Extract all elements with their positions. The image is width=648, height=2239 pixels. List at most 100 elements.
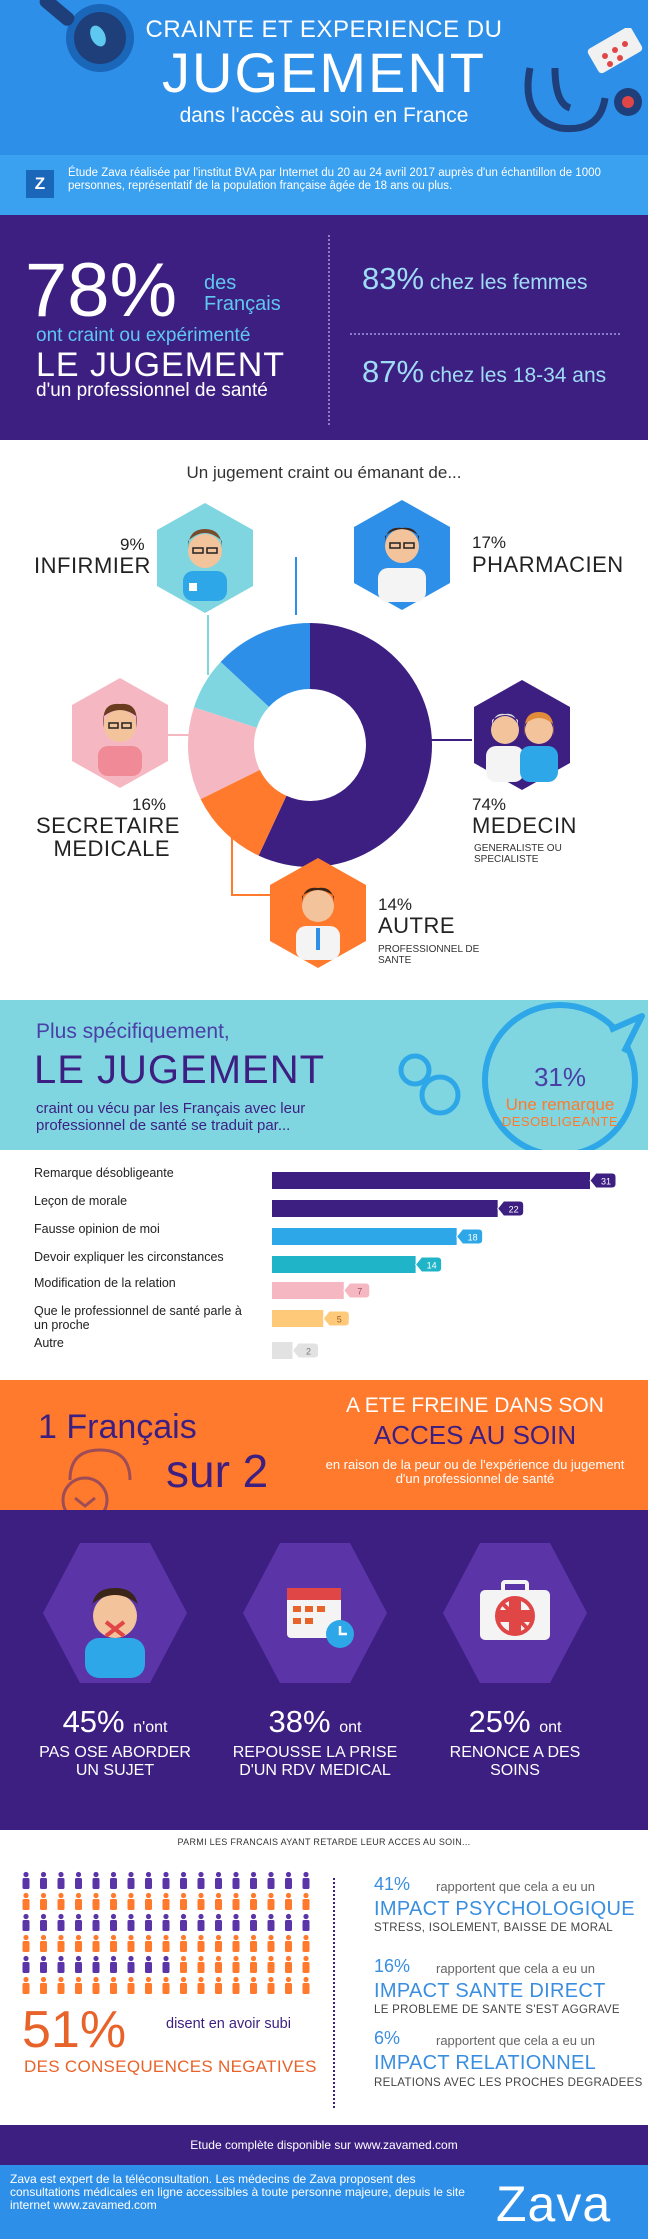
person-icon <box>197 1892 205 1910</box>
person-icon <box>285 1913 292 1931</box>
medecin-sub1: GENERALISTE OU <box>474 843 562 854</box>
person-icon <box>197 1913 205 1931</box>
vertical-divider <box>328 235 330 425</box>
person-icon <box>302 1955 310 1973</box>
bar-value-badge <box>456 1228 484 1245</box>
person-icon <box>92 1976 100 1994</box>
arrow-loop-icon <box>61 1448 132 1510</box>
person-icon <box>145 1871 152 1889</box>
person-icon <box>40 1871 47 1889</box>
person-icon <box>250 1892 257 1910</box>
hex2-l2: D'UN RDV MEDICAL <box>239 1762 391 1779</box>
person-icon <box>75 1955 82 1973</box>
medecin-pct: 74% <box>472 795 507 814</box>
bar-value-badge <box>291 1342 320 1359</box>
frein-line1: 1 Français <box>38 1408 197 1446</box>
infirmier-name: INFIRMIER <box>34 553 151 578</box>
medecin-sub2: SPECIALISTE <box>474 854 539 865</box>
header-title: JUGEMENT <box>162 41 486 104</box>
consequences-hexes: 45% n'ont PAS OSE ABORDER UN SUJET 38% o… <box>0 1510 648 1830</box>
dun-professionnel: d'un professionnel de santé <box>36 380 268 401</box>
person-icon <box>22 1892 30 1910</box>
person-icon <box>180 1913 187 1931</box>
impact1-title: IMPACT PSYCHOLOGIQUE <box>374 1898 635 1920</box>
frein-line2: sur 2 <box>166 1445 269 1497</box>
impact3-report: rapportent que cela a eu un <box>436 2033 596 2048</box>
person-icon <box>110 1955 117 1973</box>
person-icon <box>75 1934 82 1952</box>
person-icon <box>162 1913 170 1931</box>
person-icon <box>145 1976 152 1994</box>
impact3-sub: RELATIONS AVEC LES PROCHES DEGRADEES <box>374 2077 643 2089</box>
person-icon <box>145 1955 152 1973</box>
person-icon <box>127 1955 135 1973</box>
femmes-stat: 83% chez les femmes <box>362 261 587 297</box>
person-icon <box>75 1871 82 1889</box>
hex2-suffix: ont <box>339 1719 362 1736</box>
speech-bubbles-icon <box>398 1002 645 1150</box>
bar-label: Remarque désobligeante <box>34 1166 174 1180</box>
pharmacien-name: PHARMACIEN <box>472 552 624 577</box>
person-icon <box>127 1934 135 1952</box>
bubble-pct: 31% <box>533 1062 587 1092</box>
person-icon <box>180 1871 187 1889</box>
person-icon <box>40 1934 47 1952</box>
footer-etude[interactable]: Etude complète disponible sur www.zavame… <box>190 2138 458 2152</box>
person-icon <box>197 1871 205 1889</box>
person-icon <box>92 1934 100 1952</box>
person-icon <box>232 1913 240 1931</box>
pharmacien-hex <box>354 500 450 610</box>
bar-value-badge <box>343 1282 371 1299</box>
person-icon <box>57 1955 65 1973</box>
person-icon <box>285 1934 292 1952</box>
person-icon <box>110 1934 117 1952</box>
donut-slice-autre <box>200 769 287 856</box>
person-icon <box>57 1976 65 1994</box>
bar-value-label: 22 <box>509 1205 519 1215</box>
person-icon <box>145 1934 152 1952</box>
main-stat: 78% des Français ont craint ou expérimen… <box>0 215 648 440</box>
secretaire-name2: MEDICALE <box>53 836 170 861</box>
person-icon <box>180 1976 187 1994</box>
person-icon <box>285 1955 292 1973</box>
bar <box>272 1282 344 1299</box>
bar <box>272 1228 457 1245</box>
person-icon <box>232 1976 240 1994</box>
person-icon <box>215 1976 222 1994</box>
bar <box>272 1200 498 1217</box>
people-pct: 51% <box>22 2001 127 2059</box>
person-icon <box>215 1913 222 1931</box>
person-icon <box>215 1934 222 1952</box>
person-icon <box>92 1892 100 1910</box>
horizontal-divider <box>350 333 620 335</box>
person-icon <box>285 1976 292 1994</box>
person-icon <box>57 1892 65 1910</box>
person-icon <box>162 1934 170 1952</box>
person-icon <box>75 1892 82 1910</box>
person-icon <box>127 1976 135 1994</box>
impact2-report: rapportent que cela a eu un <box>436 1961 596 1976</box>
autre-sub2: SANTE <box>378 955 412 966</box>
person-icon <box>127 1892 135 1910</box>
footer-about: Zava est expert de la téléconsultation. … <box>0 2165 648 2239</box>
autre-hex <box>270 858 366 968</box>
person-icon <box>215 1892 222 1910</box>
bar-value-badge <box>497 1200 525 1217</box>
frein-line4: ACCES AU SOIN <box>373 1420 577 1450</box>
bar-value-label: 7 <box>357 1287 362 1297</box>
zava-logo-icon: Z <box>26 170 54 198</box>
femmes-label: chez les femmes <box>429 271 588 294</box>
donut-slice-medecin <box>258 623 432 867</box>
person-icon <box>40 1976 47 1994</box>
person-icon <box>57 1913 65 1931</box>
hex3-pct: 25% <box>468 1704 531 1739</box>
infirmier-pct: 9% <box>120 535 145 554</box>
person-icon <box>267 1892 275 1910</box>
reasons-bar-chart: Remarque désobligeante Leçon de morale Fau… <box>0 1150 648 1380</box>
person-icon <box>162 1955 170 1973</box>
person-icon <box>127 1913 135 1931</box>
person-icon <box>110 1913 117 1931</box>
autre-sub1: PROFESSIONNEL DE <box>378 944 480 955</box>
person-icon <box>92 1955 100 1973</box>
impact1-sub: STRESS, ISOLEMENT, BAISSE DE MORAL <box>374 1922 613 1934</box>
